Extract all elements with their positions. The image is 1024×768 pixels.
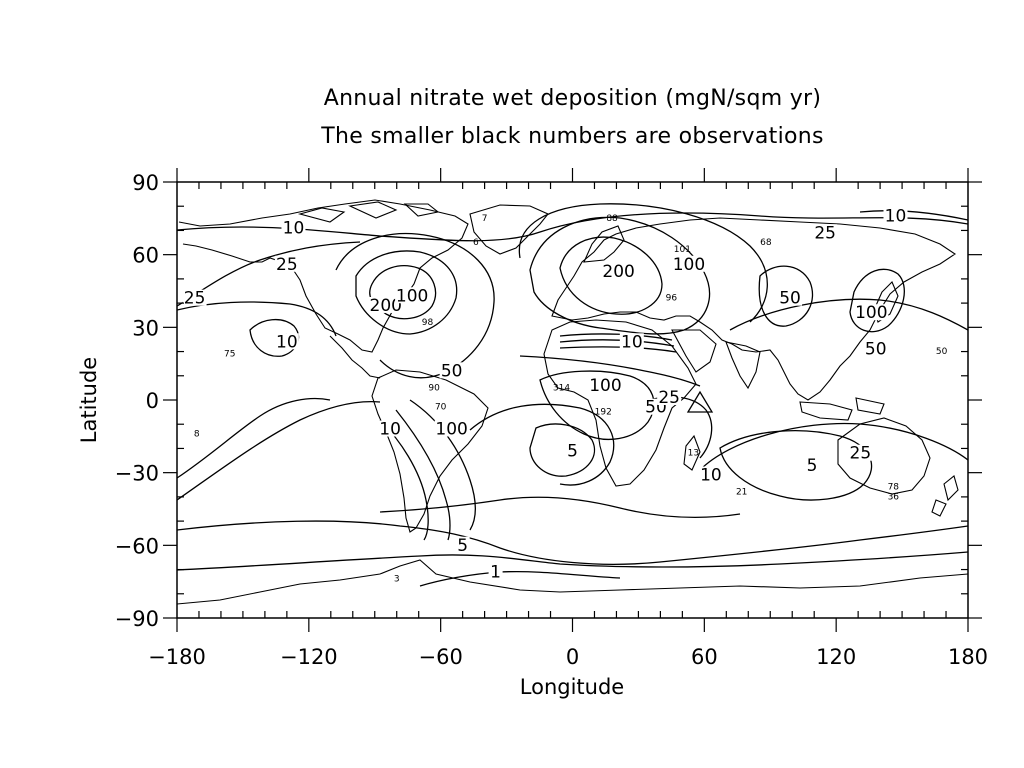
contour-label-bg: [368, 296, 403, 313]
contour-label: 25: [184, 289, 206, 309]
contour-label: 25: [658, 388, 680, 408]
y-tick-label: 0: [146, 389, 159, 413]
x-tick-label: −60: [419, 645, 463, 669]
contour-label-bg: [883, 207, 908, 224]
x-tick-label: 0: [566, 645, 579, 669]
contour-label: 10: [276, 332, 298, 352]
observation-label: 78: [888, 483, 900, 493]
observation-label: 50: [936, 347, 948, 357]
axis-ticks: [163, 168, 982, 632]
contour-label: 200: [602, 262, 634, 282]
contour-label: 25: [814, 223, 836, 243]
contour-label: 50: [779, 289, 801, 309]
contour-label-bg: [274, 333, 299, 350]
contour-label: 5: [807, 456, 818, 476]
contour-label-bg: [439, 362, 464, 379]
observation-label: 98: [422, 318, 434, 328]
observation-label: 13: [688, 449, 699, 459]
contour-label-bg: [281, 219, 306, 236]
contour-label: 5: [457, 536, 468, 556]
observation-label: 68: [760, 238, 772, 248]
contour-label-bg: [854, 304, 889, 321]
chart-title: Annual nitrate wet deposition (mgN/sqm y…: [323, 86, 822, 111]
y-tick-label: 60: [132, 244, 159, 268]
x-tick-label: −120: [280, 645, 338, 669]
contour-label-bg: [657, 389, 682, 405]
contour-label: 10: [885, 206, 907, 226]
y-tick-label: 90: [132, 171, 159, 195]
observation-label: 96: [666, 294, 678, 304]
observation-label: 3: [394, 575, 400, 585]
contour-label-bg: [378, 420, 403, 437]
contour-label-bg: [863, 340, 888, 357]
contour-label: 100: [855, 303, 887, 323]
contour-label-bg: [455, 536, 470, 553]
x-tick-labels: −180 −120 −60 0 60 120 180: [148, 645, 988, 669]
x-tick-label: 120: [816, 645, 856, 669]
contour-lines: [177, 203, 968, 587]
observation-label: 192: [595, 408, 612, 418]
contour-label: 25: [276, 255, 298, 275]
y-tick-label: −90: [115, 607, 159, 631]
observation-label: 101: [674, 245, 691, 255]
observation-label: 6: [473, 238, 479, 248]
y-tick-label: −30: [115, 462, 159, 486]
contour-label-bg: [778, 289, 803, 306]
contour-label: 50: [441, 361, 463, 381]
y-tick-label: 30: [132, 316, 159, 340]
x-axis-title: Longitude: [520, 675, 624, 699]
contour-label-bg: [848, 444, 873, 461]
observation-label: 75: [224, 349, 235, 359]
observation-label: 36: [888, 492, 900, 502]
contour-label-bg: [488, 563, 503, 580]
x-tick-label: 180: [948, 645, 988, 669]
observation-label: 90: [428, 383, 440, 393]
observation-label: 7: [482, 214, 488, 224]
contour-label-bg: [588, 376, 623, 393]
x-tick-label: −180: [148, 645, 206, 669]
contour-label: 1: [490, 562, 501, 582]
observation-label: 88: [606, 214, 618, 224]
contour-label-bg: [274, 255, 299, 272]
contour-label: 25: [850, 444, 872, 464]
observation-label: 21: [736, 487, 747, 497]
contour-label-bg: [619, 333, 644, 350]
contour-label: 100: [589, 376, 621, 396]
y-axis-title: Latitude: [77, 357, 101, 443]
contour-label: 10: [700, 466, 722, 486]
contour-label: 200: [370, 296, 402, 316]
contour-label-bg: [182, 289, 207, 306]
contour-label-bg: [395, 287, 430, 304]
contour-label-bg: [671, 255, 706, 272]
observation-label: 8: [194, 429, 200, 439]
contour-label: 100: [673, 255, 705, 275]
contour-label-bg: [434, 420, 469, 437]
contour-label: 10: [621, 332, 643, 352]
contour-label: 10: [379, 419, 401, 439]
contour-label: 100: [396, 286, 428, 306]
contour-label: 100: [435, 419, 467, 439]
y-tick-label: −60: [115, 534, 159, 558]
observation-label: 314: [553, 383, 570, 393]
contour-label: 50: [865, 340, 887, 360]
contour-label-bg: [601, 263, 636, 280]
contour-label: 10: [283, 218, 305, 238]
map-layer: [177, 199, 968, 605]
contour-label-bg: [813, 224, 838, 241]
chart-subtitle: The smaller black numbers are observatio…: [321, 124, 824, 149]
contour-label-bg: [698, 466, 723, 483]
observation-label: 70: [435, 403, 447, 413]
contour-label-bg: [565, 442, 580, 459]
contour-label: 5: [567, 441, 578, 461]
contour-label-bg: [804, 456, 819, 473]
x-tick-label: 60: [691, 645, 718, 669]
y-tick-labels: −90 −60 −30 0 30 60 90: [115, 171, 159, 631]
